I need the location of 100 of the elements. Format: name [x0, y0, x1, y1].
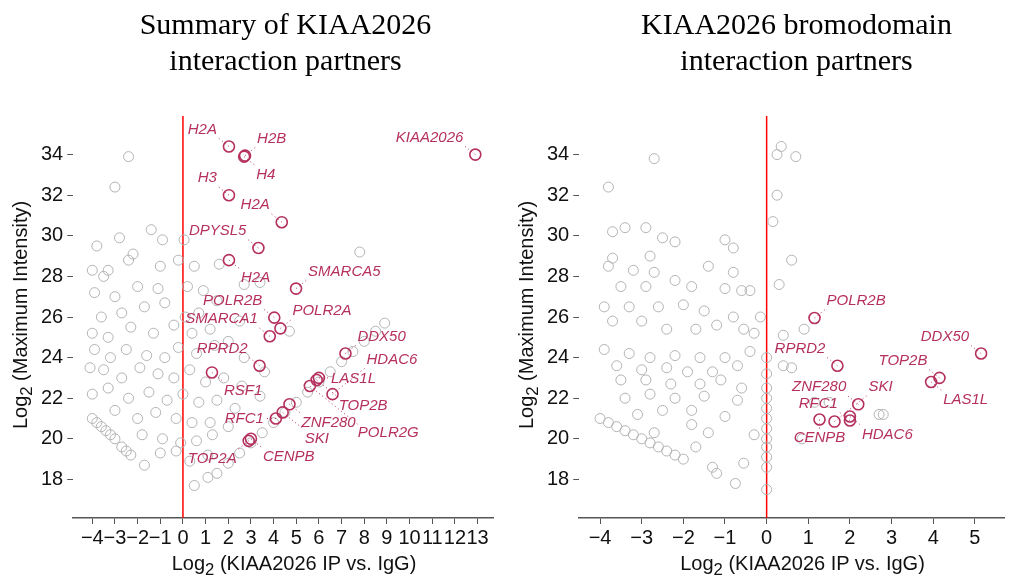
point [205, 366, 219, 379]
y-tick-label: 18 [41, 466, 64, 489]
x-tick-label: 1 [802, 525, 814, 548]
x-tick-label: 9 [381, 525, 393, 548]
point [813, 413, 826, 426]
x-tick-label: 4 [268, 525, 280, 548]
point [831, 359, 844, 373]
y-tick-label: 24 [547, 345, 570, 368]
y-tick-label: 30 [41, 223, 64, 246]
annotation: ZNF280 [300, 412, 357, 430]
annotation: HDAC6 [366, 349, 419, 367]
annotation: TOP2A [187, 449, 237, 467]
y-tick-label: 30 [547, 223, 570, 246]
y-tick-label: 32 [547, 182, 570, 205]
point [275, 215, 289, 229]
annotation: POLR2B [826, 291, 886, 309]
x-tick-label: 11 [421, 525, 443, 548]
x-tick-label: −3 [103, 525, 127, 548]
y-tick-label: 34 [41, 142, 64, 165]
x-tick-label: −1 [713, 525, 737, 548]
point [222, 140, 236, 153]
x-tick-label: 3 [245, 525, 257, 548]
point [263, 329, 277, 343]
point [283, 398, 296, 411]
annotation: TOP2B [878, 350, 928, 368]
x-tick-label: 0 [177, 525, 189, 548]
annotation: LAS1L [943, 390, 989, 408]
annotation: LAS1L [330, 368, 376, 386]
x-tick-label: 2 [844, 525, 856, 548]
point [828, 415, 841, 428]
annotation: CENPB [793, 427, 846, 445]
x-tick-label: 1 [200, 525, 212, 548]
point [924, 375, 938, 389]
x-tick-label: 6 [313, 525, 325, 548]
point [808, 311, 821, 325]
x-tick-label: −1 [148, 525, 172, 548]
y-tick-label: 26 [41, 304, 64, 327]
x-axis-title: Log$_{2}$ (KIAA2026 IP vs. IgG) [679, 552, 926, 580]
x-tick-label: 5 [969, 525, 981, 548]
point [974, 347, 988, 360]
x-tick-label: 10 [398, 525, 421, 548]
annotation: H2B [257, 128, 287, 146]
annotation: H2A [240, 268, 271, 286]
annotation: CENPB [262, 447, 315, 465]
point [933, 371, 946, 385]
annotation: SKI [304, 428, 329, 446]
annotation: SKI [868, 377, 893, 395]
x-tick-label: 4 [927, 525, 939, 548]
annotation: RSF1 [223, 380, 263, 398]
point [469, 148, 482, 161]
x-tick-label: −4 [588, 525, 612, 548]
y-tick-label: 34 [547, 142, 570, 165]
point [843, 410, 857, 423]
x-tick-label: 3 [886, 525, 898, 548]
chart-title: KIAA2026 bromodomain interaction partners [640, 6, 953, 78]
x-tick-label: 13 [466, 525, 489, 548]
annotation: RFC1 [798, 393, 838, 411]
point [843, 414, 857, 427]
annotation: DDX50 [920, 326, 970, 344]
x-tick-label: −2 [671, 525, 695, 548]
point [326, 387, 339, 401]
y-tick-label: 20 [547, 426, 570, 449]
point [252, 241, 265, 255]
x-tick-label: 7 [336, 525, 348, 548]
point [303, 379, 317, 393]
annotation: H4 [256, 164, 276, 182]
y-tick-label: 26 [547, 304, 570, 327]
point [851, 398, 865, 411]
y-tick-label: 22 [547, 385, 570, 408]
point [339, 347, 352, 360]
y-tick-label: 22 [41, 385, 64, 408]
annotation: H3 [197, 168, 218, 186]
annotation: POLR2B [203, 290, 263, 308]
point [267, 311, 281, 324]
annotation: H2A [240, 195, 270, 213]
y-tick-label: 20 [41, 426, 64, 449]
x-tick-label: 12 [443, 525, 467, 548]
annotation: TOP2B [338, 396, 388, 414]
point [274, 322, 287, 335]
annotation: SMARCA5 [308, 261, 382, 279]
point [269, 412, 283, 425]
y-tick-label: 18 [547, 466, 570, 489]
x-tick-label: −4 [80, 525, 104, 548]
annotation: H2A [187, 119, 217, 137]
annotation: RPRD2 [196, 338, 249, 356]
x-tick-label: 2 [222, 525, 234, 548]
point [253, 359, 266, 373]
x-tick-label: −2 [126, 525, 150, 548]
x-tick-label: 5 [290, 525, 302, 548]
x-tick-label: 0 [761, 525, 773, 548]
chart-title: Summary of KIAA2026 interaction partners [138, 6, 433, 78]
y-tick-label: 28 [547, 263, 570, 286]
annotation: RFC1 [224, 409, 264, 427]
annotation: POLR2G [357, 423, 420, 441]
point [222, 188, 236, 202]
y-tick-label: 28 [41, 263, 64, 286]
annotation: RPRD2 [774, 338, 827, 356]
x-axis-title: Log$_{2}$ (KIAA2026 IP vs. IgG) [170, 552, 418, 580]
annotation: SMARCA1 [185, 309, 258, 327]
x-tick-label: −3 [630, 525, 654, 548]
